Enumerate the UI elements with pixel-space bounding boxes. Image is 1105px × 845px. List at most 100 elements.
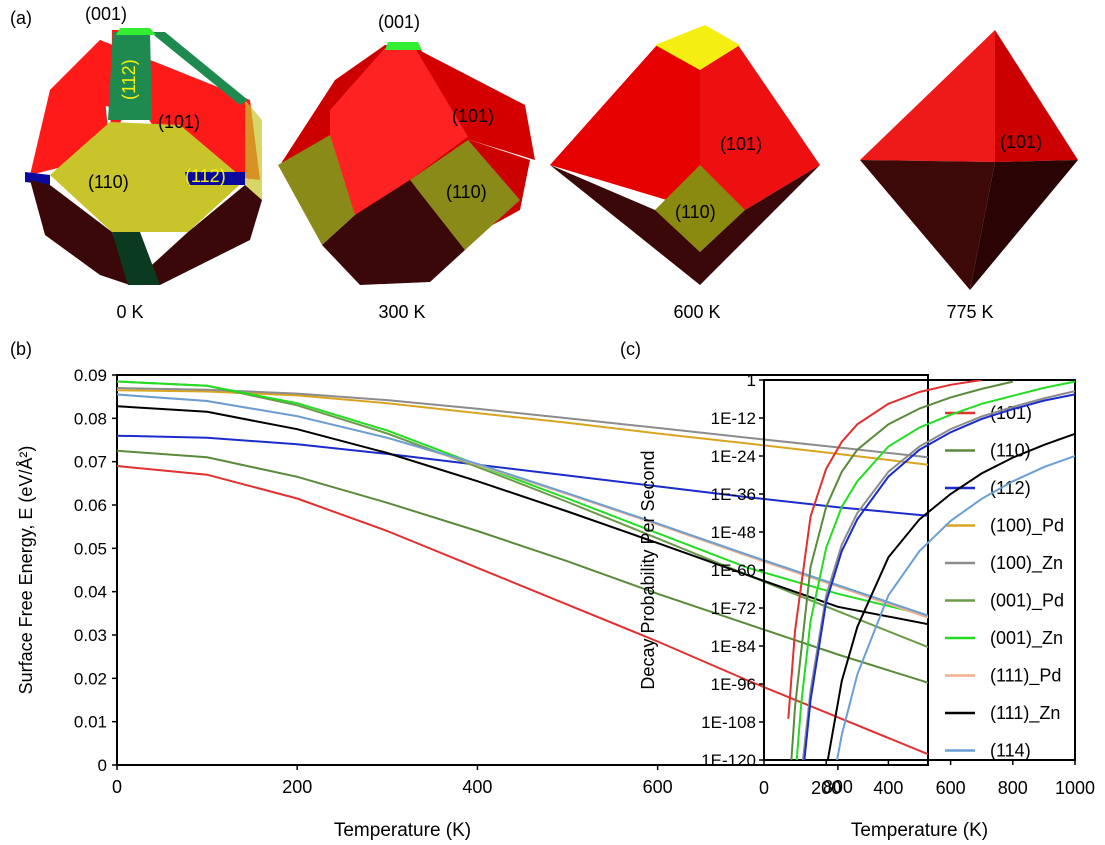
y-tick-label: 1E-12 (711, 409, 756, 428)
panel-label-a: (a) (10, 8, 32, 28)
series-line (117, 393, 928, 617)
y-tick-label: 1E-48 (711, 523, 756, 542)
facet-label: (112) (185, 166, 226, 186)
crystal-300k: (001) (101) (110) 300 K (278, 12, 535, 322)
y-tick-label: 0.06 (74, 496, 107, 515)
facet-110-left (278, 135, 355, 245)
facet-bottom (322, 180, 465, 285)
legend-label: (001)_Pd (990, 591, 1064, 612)
x-tick-label: 400 (873, 778, 903, 798)
legend-label: (112) (990, 478, 1031, 498)
crystal-600k: (101) (110) 600 K (550, 25, 820, 322)
facet-label: (112) (119, 59, 139, 100)
facet-112-bottom (112, 232, 160, 285)
facet-bottom-right (700, 165, 820, 285)
facet-label: (101) (1000, 132, 1042, 152)
x-axis-label: Temperature (K) (334, 820, 471, 841)
temperature-label: 0 K (116, 302, 143, 322)
facet-bottom-left (550, 165, 700, 285)
facet-label: (101) (720, 134, 762, 154)
facet-label: (001) (85, 4, 127, 24)
facet-101-front (330, 48, 470, 215)
x-tick-label: 0 (759, 778, 769, 798)
series-line (117, 434, 928, 517)
series-line (117, 380, 928, 649)
facet-bottom-right (130, 185, 262, 285)
facet-bottom-left (30, 180, 130, 285)
legend-label: (100)_Pd (990, 516, 1064, 537)
facet-bottom-left (860, 160, 995, 290)
legend-label: (100)_Zn (990, 553, 1063, 574)
legend-label: (114) (990, 741, 1031, 761)
y-tick-label: 1E-60 (711, 561, 756, 580)
facet-101-left (550, 45, 700, 210)
facet-101-right (700, 45, 820, 210)
facet-label: (101) (158, 112, 200, 132)
temperature-label: 600 K (673, 302, 720, 322)
y-tick-label: 1E-24 (711, 447, 756, 466)
y-tick-label: 1E-36 (711, 485, 756, 504)
series-line (117, 387, 928, 459)
y-tick-label: 0 (98, 756, 107, 775)
legend-label: (001)_Zn (990, 628, 1063, 649)
x-tick-label: 800 (823, 777, 853, 797)
temperature-label: 775 K (946, 302, 993, 322)
series-line (117, 465, 928, 756)
x-tick-label: 400 (462, 777, 492, 797)
series-line (790, 380, 1014, 760)
series-line (117, 405, 928, 626)
y-tick-label: 1E-72 (711, 599, 756, 618)
legend-label: (101) (990, 403, 1032, 423)
y-tick-label: 0.02 (74, 669, 107, 688)
y-axis-label: Decay Probability Per Second (638, 450, 658, 689)
y-tick-label: 1E-96 (711, 675, 756, 694)
series-line (836, 455, 1075, 760)
facet-label: (101) (452, 106, 494, 126)
facet-label: (001) (378, 12, 420, 32)
temperature-label: 300 K (378, 302, 425, 322)
series-line (117, 389, 928, 466)
plot-frame (116, 374, 929, 766)
facet-110-right (410, 140, 520, 250)
facet-112-right-small (185, 172, 245, 185)
chart-surface-free-energy: 0 0.01 0.02 0.03 0.04 0.05 0.06 0.07 0.08 0.09 0 20… (16, 366, 1064, 841)
facet-top (655, 25, 740, 70)
series-line (117, 449, 928, 684)
facet-label: (110) (446, 182, 487, 202)
y-tick-label: 1 (747, 371, 756, 390)
y-tick-label: 0.03 (74, 626, 107, 645)
x-tick-label: 600 (936, 778, 966, 798)
y-axis-label: Surface Free Energy, E (eV/Å²) (16, 446, 36, 695)
chart-decay-probability: 1 1E-12 1E-24 1E-36 1E-48 1E-60 1E-72 1E-84 1E-9… (638, 371, 1095, 841)
facet-001 (385, 42, 422, 50)
series-line (787, 380, 982, 719)
legend-label: (111)_Pd (990, 666, 1061, 687)
facet-110 (655, 165, 745, 252)
facet-side-right (245, 100, 262, 200)
panel-label-b: (b) (10, 339, 32, 359)
series-line (795, 380, 1075, 760)
x-tick-label: 200 (282, 777, 312, 797)
y-tick-label: 0.08 (74, 409, 107, 428)
facet-bottom-right (970, 160, 1078, 290)
y-tick-label: 0.01 (74, 713, 107, 732)
crystal-775k: (101) 775 K (860, 30, 1078, 322)
crystal-0k: (001) (112) (101) (110) (112) 0 K (25, 4, 262, 322)
facet-label: (110) (88, 172, 129, 192)
facet-label: (110) (675, 202, 716, 222)
facet-101-right (415, 48, 535, 160)
x-tick-label: 600 (643, 777, 673, 797)
facet-110 (50, 122, 245, 232)
legend-label: (110) (990, 441, 1031, 461)
y-tick-label: 0.09 (74, 366, 107, 385)
x-tick-label: 1000 (1055, 778, 1095, 798)
series-line (803, 393, 1075, 760)
x-tick-label: 200 (811, 778, 841, 798)
y-tick-label: 0.07 (74, 453, 107, 472)
facet-001 (116, 28, 156, 35)
panel-label-c: (c) (620, 339, 641, 359)
y-tick-label: 0.04 (74, 583, 107, 602)
series-line (801, 390, 1075, 760)
series-line (826, 432, 1075, 760)
